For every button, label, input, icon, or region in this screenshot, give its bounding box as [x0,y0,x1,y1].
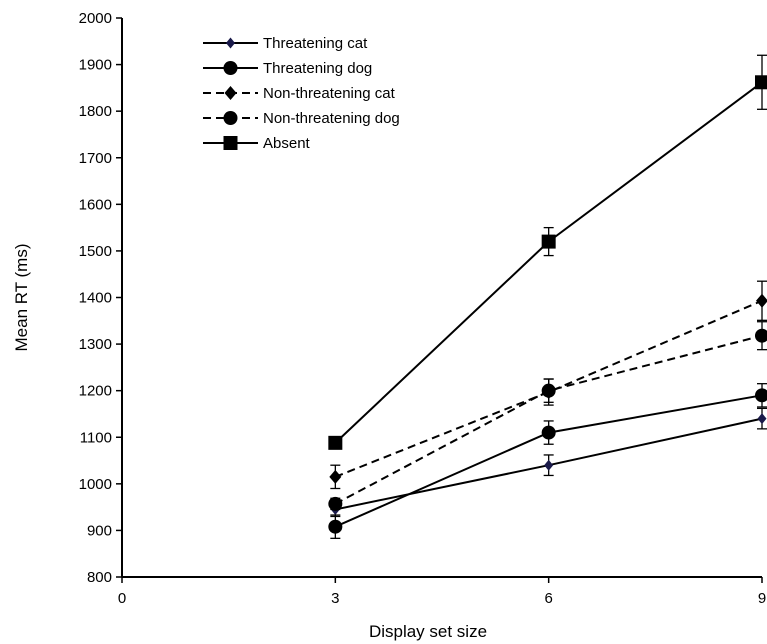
legend-label: Non-threatening dog [263,110,400,127]
data-point [328,496,343,511]
y-tick-label: 800 [87,569,112,586]
series-layer [328,54,767,539]
x-tick-label: 3 [331,590,339,607]
y-tick-label: 2000 [79,10,112,27]
legend-marker [223,136,238,150]
y-tick-label: 1600 [79,196,112,213]
x-tick-label: 0 [118,590,126,607]
data-point [328,435,343,450]
series-2 [328,383,767,539]
legend-item: Absent [203,135,311,152]
x-axis-title: Display set size [369,622,487,641]
y-tick-label: 1800 [79,103,112,120]
y-tick-label: 900 [87,522,112,539]
legend-label: Non-threatening cat [263,85,396,102]
y-tick-label: 1400 [79,290,112,307]
series-line [334,299,763,478]
y-tick-label: 1100 [80,429,112,446]
y-axis-title: Mean RT (ms) [12,243,31,351]
y-tick-label: 1300 [79,336,112,353]
axes [121,18,762,578]
y-tick-label: 1900 [79,57,112,74]
data-point [755,388,767,403]
x-tick-label: 6 [544,590,552,607]
data-point [544,459,554,471]
y-tick-label: 1200 [79,383,112,400]
series-line [334,334,763,505]
data-point [757,413,767,425]
data-point [541,425,556,440]
y-tick-label: 1500 [79,243,112,260]
x-axis-ticks: 0 3 6 9 [118,577,766,607]
legend-item: Threatening cat [203,35,368,52]
x-tick-label: 9 [758,590,766,607]
series-4 [328,321,767,511]
legend-item: Threatening dog [203,60,372,77]
data-point [541,383,556,398]
data-point [755,75,767,90]
legend-item: Non-threatening dog [203,110,400,127]
legend-marker [223,111,238,125]
legend-marker [226,37,235,49]
legend-marker [224,86,237,100]
legend-label: Threatening cat [263,35,368,52]
legend-item: Non-threatening cat [203,85,396,102]
data-point [328,519,343,534]
legend-label: Absent [263,135,311,152]
legend: Threatening cat Threatening dog Non-threat… [203,35,400,152]
data-point [755,328,767,343]
y-axis-ticks: 800 900 1000 1100 1200 1300 1400 1500 1600 1700 18… [79,10,122,586]
data-point [329,469,342,484]
y-tick-label: 1000 [79,476,112,493]
legend-label: Threatening dog [263,60,372,77]
legend-marker [223,61,238,75]
data-point [756,293,767,308]
series-5 [328,54,767,450]
data-point [541,234,556,249]
y-tick-label: 1700 [79,150,112,167]
